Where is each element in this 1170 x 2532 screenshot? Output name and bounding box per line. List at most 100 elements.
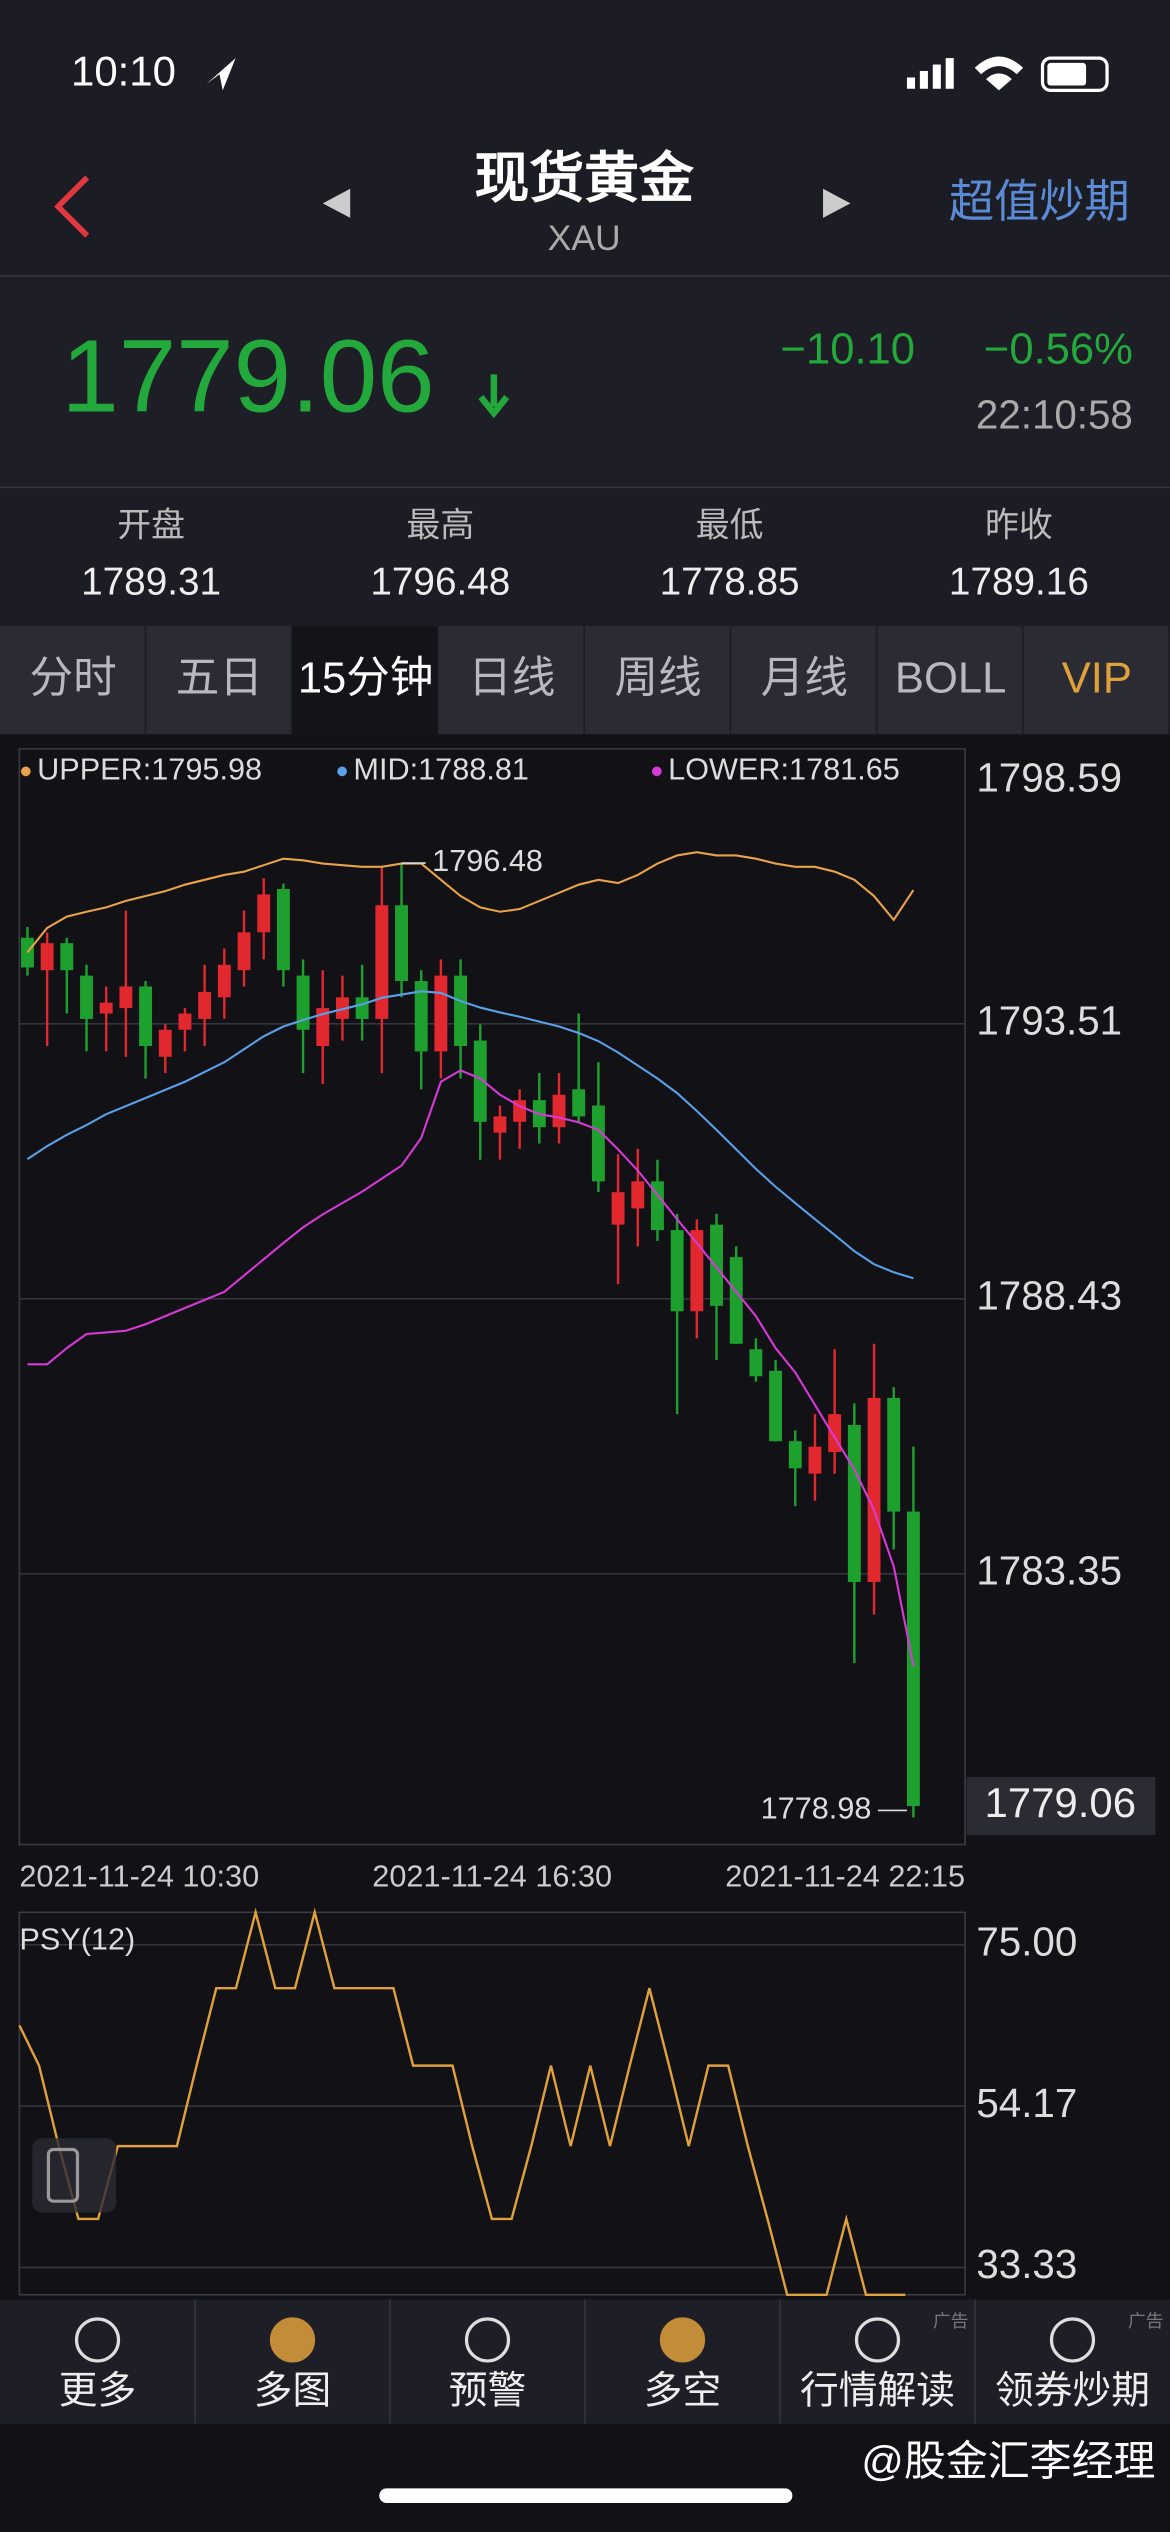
tab-label: 五日 <box>176 655 263 703</box>
nav-icon[interactable] <box>269 2317 316 2363</box>
stats-row: 开盘 1789.31 最高 1796.48 最低 1778.85 昨收 1789.16 <box>81 507 1089 604</box>
y-tick-label: 1783.35 <box>976 1548 1122 1594</box>
candle-body <box>414 981 428 1052</box>
header-action[interactable]: 超值炒期 <box>949 176 1130 227</box>
stat-value: 1789.31 <box>81 560 221 603</box>
tab-label: VIP <box>1062 655 1132 703</box>
candle-body <box>749 1349 763 1377</box>
candle-body <box>335 997 349 1019</box>
candle-body <box>276 889 290 971</box>
candle-body <box>40 943 54 971</box>
tab-label: 周线 <box>615 655 702 703</box>
candle-body <box>139 986 153 1047</box>
stat-label: 最低 <box>696 507 764 545</box>
header-title: 现货黄金 <box>474 147 694 209</box>
legend-label: LOWER:1781.65 <box>668 752 900 786</box>
header-subtitle: XAU <box>548 218 621 258</box>
stat-label: 最高 <box>406 507 474 545</box>
status-icons <box>906 56 1109 92</box>
tab[interactable] <box>877 626 1023 735</box>
prev-button[interactable] <box>322 188 351 218</box>
candle-body <box>591 1105 605 1182</box>
nav-label[interactable]: 多图 <box>254 2369 331 2412</box>
tab[interactable] <box>438 626 584 735</box>
low-label: 1778.98 <box>761 1792 872 1826</box>
last-price-box <box>966 1777 1156 1836</box>
candle-body <box>395 905 408 982</box>
nav-icon[interactable] <box>854 2317 901 2363</box>
legend-dot <box>20 766 31 777</box>
y-tick-label: 33.33 <box>976 2241 1077 2287</box>
candle-body <box>867 1397 881 1582</box>
candle-body <box>296 975 310 1030</box>
psy-line <box>18 1907 906 2296</box>
nav-icon[interactable] <box>464 2317 511 2363</box>
legend-dot <box>651 766 662 777</box>
tab-label: 分时 <box>30 655 117 703</box>
candle-body <box>631 1181 645 1209</box>
candle-body <box>454 975 468 1047</box>
candle-body <box>847 1424 861 1582</box>
ad-tag: 广告 <box>933 2311 969 2331</box>
ad-tag: 广告 <box>1128 2311 1164 2331</box>
candle-body <box>198 991 212 1019</box>
home-indicator <box>379 2488 793 2503</box>
nav-label[interactable]: 行情解读 <box>800 2369 955 2412</box>
candle-body <box>729 1257 743 1344</box>
candle-body <box>178 1013 192 1030</box>
candle-body <box>158 1029 172 1057</box>
back-button[interactable] <box>54 175 90 238</box>
chart-panel <box>0 734 1170 2300</box>
legend-label: UPPER:1795.98 <box>37 752 262 786</box>
next-button[interactable] <box>823 188 851 218</box>
nav-label[interactable]: 多空 <box>644 2369 721 2412</box>
candle-body <box>473 1040 487 1122</box>
tab[interactable] <box>292 626 438 735</box>
nav-label[interactable]: 预警 <box>449 2369 526 2412</box>
candle-body <box>99 1002 113 1014</box>
nav-icon[interactable] <box>74 2317 121 2363</box>
candle-body <box>493 1116 507 1133</box>
location-icon <box>206 58 236 91</box>
candle-body <box>217 964 231 998</box>
candle-body <box>355 997 369 1019</box>
tab[interactable] <box>1023 626 1169 735</box>
stat-value: 1778.85 <box>660 560 800 603</box>
x-tick-label: 2021-11-24 10:30 <box>19 1860 259 1894</box>
down-arrow <box>478 374 510 419</box>
candle-body <box>513 1100 527 1122</box>
quote-time: 22:10:58 <box>976 392 1133 438</box>
chart: 1798.59 1793.51 1788.43 1783.35 UPPER:1795.9… <box>18 747 1156 2296</box>
candle-body <box>611 1192 625 1225</box>
tab[interactable] <box>585 626 730 735</box>
nav-icon[interactable] <box>659 2317 706 2363</box>
candle-body <box>710 1224 723 1306</box>
candle-body <box>80 975 93 1019</box>
nav-icon[interactable] <box>1049 2317 1096 2363</box>
tab-label: 日线 <box>468 655 555 703</box>
indicator-title: PSY(12) <box>19 1922 135 1956</box>
watermark: @股金汇李经理 <box>861 2437 1155 2484</box>
tab[interactable] <box>0 626 145 735</box>
plot-frame <box>18 1911 966 2296</box>
stat-value: 1789.16 <box>949 560 1089 603</box>
stat-value: 1796.48 <box>370 560 510 603</box>
tab[interactable] <box>731 626 876 735</box>
tab-bar: 分时 五日 15分钟 日线 周线 月线 BOLL VIP <box>0 626 1169 735</box>
y-tick-label: 75.00 <box>976 1918 1077 1964</box>
y-tick-label: 1798.59 <box>976 755 1122 801</box>
tab[interactable] <box>146 626 291 735</box>
x-tick-label: 2021-11-24 16:30 <box>372 1860 612 1894</box>
stat-label: 开盘 <box>117 507 185 545</box>
legend-dot <box>337 766 347 777</box>
nav-label[interactable]: 领券炒期 <box>995 2369 1150 2412</box>
candle-body <box>651 1181 664 1231</box>
tab-label: 月线 <box>761 655 848 703</box>
quote-change-pct: −0.56% <box>984 325 1133 373</box>
candle-body <box>906 1511 920 1807</box>
candle-body <box>769 1370 783 1442</box>
rotate-button[interactable] <box>32 2138 117 2213</box>
nav-label[interactable]: 更多 <box>59 2369 136 2412</box>
candle-body <box>316 1008 330 1047</box>
